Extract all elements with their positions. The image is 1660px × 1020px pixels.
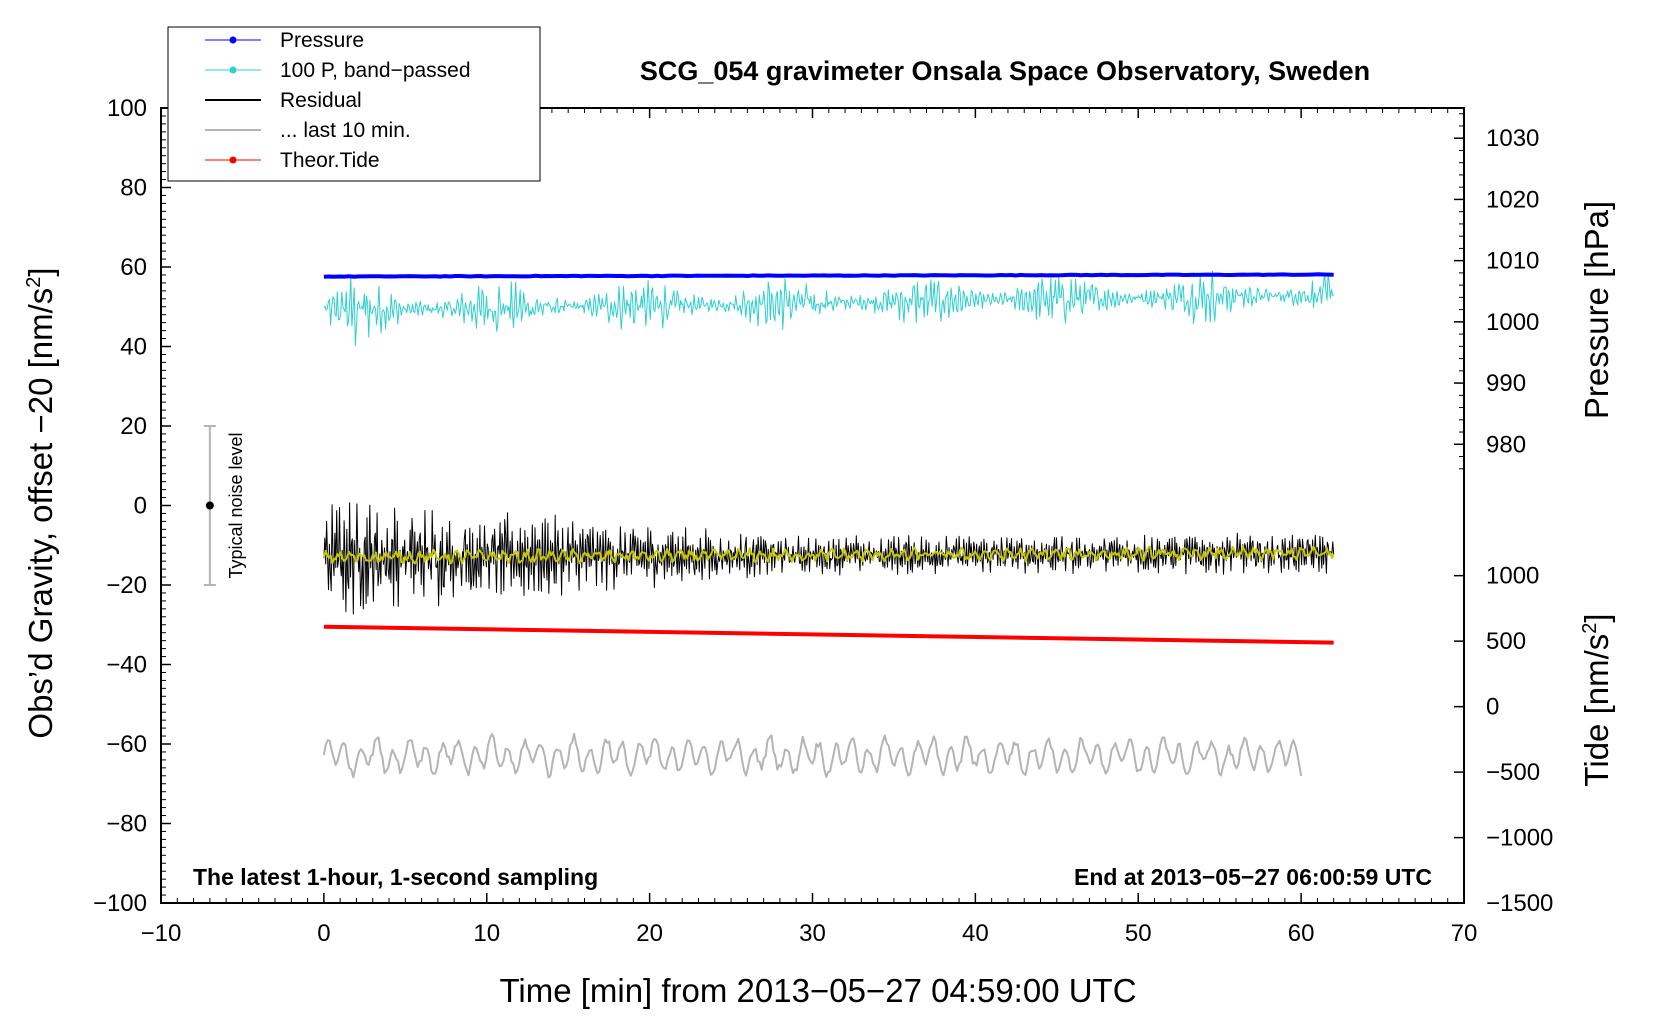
y-axis-title-left: Obs’d Gravity, offset −20 [nm/s2]: [22, 267, 59, 738]
x-tick-label: 30: [799, 920, 826, 947]
y-tick-label: 60: [120, 254, 147, 281]
residual-smoothed-line: [322, 545, 1335, 565]
tide-tick-label: −1000: [1486, 825, 1553, 852]
x-tick-label: 40: [962, 920, 989, 947]
legend-label-tide: Theor.Tide: [280, 149, 380, 172]
pressure-tick-label: 980: [1486, 431, 1526, 458]
noise-indicator: Typical noise level: [203, 425, 246, 586]
legend-marker-pressure: [229, 36, 237, 44]
tide-tick-label: 500: [1486, 628, 1526, 655]
x-tick-label: 0: [317, 920, 330, 947]
legend: Pressure 100 P, band−passed Residual ...…: [167, 26, 541, 182]
y-tick-label: 20: [120, 413, 147, 440]
y-tick-label: −40: [106, 652, 147, 679]
tide-tick-label: 0: [1486, 694, 1499, 721]
legend-marker-bandpassed: [229, 66, 237, 74]
tide-line: [323, 624, 1334, 645]
bandpassed-pressure-line: [323, 270, 1334, 346]
axis-tick-labels: −10 0 10 20 30 40 50 60 70−100−80−60−40−20020406…: [93, 95, 1553, 947]
legend-label-pressure: Pressure: [280, 29, 364, 52]
pressure-tick-label: 990: [1486, 370, 1526, 397]
x-tick-label: 60: [1288, 920, 1315, 947]
pressure-tick-label: 1010: [1486, 248, 1539, 275]
pressure-tick-label: 1000: [1486, 309, 1539, 336]
y-axis-title-pressure: Pressure [hPa]: [1578, 201, 1615, 419]
pressure-tick-label: 1030: [1486, 125, 1539, 152]
y-tick-label: −20: [106, 572, 147, 599]
y-tick-label: −80: [106, 811, 147, 838]
y-tick-label: 0: [134, 493, 147, 520]
x-tick-label: 10: [473, 920, 500, 947]
x-axis-title: Time [min] from 2013−05−27 04:59:00 UTC: [499, 972, 1136, 1009]
x-tick-label: −10: [141, 920, 182, 947]
legend-label-residual: Residual: [280, 89, 362, 112]
data-series: [322, 270, 1335, 779]
y-axis-title-left-sup: 2: [23, 277, 45, 288]
chart-title: SCG_054 gravimeter Onsala Space Observat…: [640, 56, 1370, 86]
residual-line: [323, 502, 1335, 615]
x-tick-label: 70: [1451, 920, 1478, 947]
tide-tick-label: −500: [1486, 759, 1540, 786]
tide-tick-label: 1000: [1486, 563, 1539, 590]
y-tick-label: −60: [106, 731, 147, 758]
y-axis-title-left-end: ]: [22, 267, 59, 276]
last-10-min-line: [322, 732, 1303, 779]
y-tick-label: 80: [120, 175, 147, 202]
pressure-tick-label: 1020: [1486, 186, 1539, 213]
x-tick-label: 20: [636, 920, 663, 947]
y-axis-title-left-main: Obs’d Gravity, offset −20 [nm/s: [22, 288, 59, 739]
y-axis-title-tide: Tide [nm/s2]: [1578, 613, 1615, 786]
x-tick-label: 50: [1125, 920, 1152, 947]
noise-bar-center: [205, 501, 214, 510]
legend-marker-tide: [229, 156, 237, 164]
legend-label-bandpassed: 100 P, band−passed: [280, 59, 471, 82]
y-tick-label: 100: [107, 95, 147, 122]
y-tick-label: 40: [120, 334, 147, 361]
y-tick-label: −100: [93, 890, 147, 917]
y-axis-title-tide-main: Tide [nm/s: [1578, 634, 1615, 787]
legend-box: [167, 26, 541, 182]
annotation-end-time: End at 2013−05−27 06:00:59 UTC: [1074, 864, 1432, 890]
legend-label-last10: ... last 10 min.: [280, 119, 411, 142]
pressure-line: [323, 272, 1334, 279]
y-axis-title-tide-sup: 2: [1579, 623, 1601, 634]
tide-tick-label: −1500: [1486, 890, 1553, 917]
y-axis-title-tide-end: ]: [1578, 613, 1615, 622]
noise-label: Typical noise level: [226, 432, 246, 578]
annotation-sampling: The latest 1-hour, 1-second sampling: [193, 864, 598, 890]
